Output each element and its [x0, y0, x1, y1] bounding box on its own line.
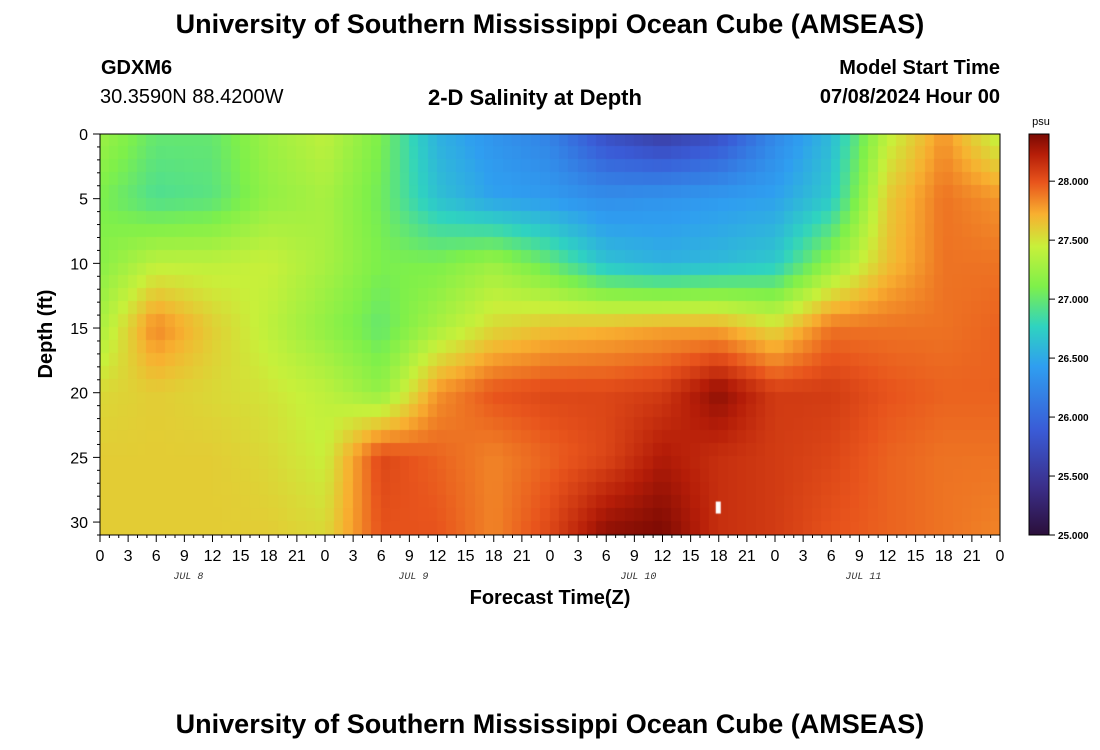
x-tick-label: 3: [574, 548, 583, 565]
colorbar-tick-label: 28.000: [1058, 177, 1089, 188]
colorbar-tick-label: 26.000: [1058, 413, 1089, 424]
plot-title: 2-D Salinity at Depth: [428, 85, 642, 110]
x-tick-label: 18: [260, 548, 278, 565]
x-tick-label: 18: [935, 548, 953, 565]
footer-title: University of Southern Mississippi Ocean…: [175, 709, 925, 739]
y-tick-label: 0: [79, 127, 88, 144]
x-day-label: JUL 10: [620, 572, 656, 583]
station-coordinates: 30.3590N 88.4200W: [100, 86, 284, 108]
x-tick-label: 18: [485, 548, 503, 565]
x-tick-label: 9: [855, 548, 864, 565]
page-title: University of Southern Mississippi Ocean…: [175, 9, 925, 39]
x-tick-label: 12: [204, 548, 222, 565]
y-tick-label: 20: [70, 386, 88, 403]
x-tick-label: 0: [96, 548, 105, 565]
x-tick-label: 21: [513, 548, 531, 565]
x-tick-label: 0: [996, 548, 1005, 565]
x-tick-label: 18: [710, 548, 728, 565]
x-axis: 0 3 6 9 12 15 18 21 0 3 6 9 12 15 18 21 0 3 6 9 12 15 18 21 0 3 6 9…: [96, 535, 1005, 583]
x-tick-label: 9: [180, 548, 189, 565]
x-tick-label: 6: [152, 548, 161, 565]
x-tick-label: 21: [738, 548, 756, 565]
x-tick-label: 15: [682, 548, 700, 565]
x-tick-label: 9: [630, 548, 639, 565]
x-axis-title: Forecast Time(Z): [470, 587, 631, 609]
x-day-label: JUL 9: [398, 572, 428, 583]
y-tick-label: 15: [70, 321, 88, 338]
model-start-label: Model Start Time: [839, 57, 1000, 79]
x-tick-label: 3: [124, 548, 133, 565]
x-tick-label: 21: [288, 548, 306, 565]
x-tick-label: 6: [602, 548, 611, 565]
y-axis: 0 5 10 15 20 25 30: [70, 127, 100, 536]
salinity-heatmap: [100, 134, 1000, 535]
y-axis-title: Depth (ft): [35, 290, 57, 379]
x-day-label: JUL 11: [845, 572, 881, 583]
x-tick-label: 15: [232, 548, 250, 565]
x-tick-label: 0: [546, 548, 555, 565]
colorbar-tick-label: 27.500: [1058, 236, 1089, 247]
x-tick-label: 12: [879, 548, 897, 565]
x-tick-label: 6: [827, 548, 836, 565]
colorbar-ticks: 25.000 25.500 26.000 26.500 27.000 27.500 28.0…: [1049, 177, 1089, 542]
colorbar-tick-label: 25.000: [1058, 531, 1089, 542]
x-tick-label: 15: [457, 548, 475, 565]
x-day-label: JUL 8: [173, 572, 203, 583]
y-tick-label: 10: [70, 256, 88, 273]
colorbar: [1028, 133, 1050, 536]
y-tick-label: 25: [70, 450, 88, 467]
x-tick-label: 6: [377, 548, 386, 565]
colorbar-unit: psu: [1032, 116, 1050, 128]
colorbar-tick-label: 26.500: [1058, 354, 1089, 365]
colorbar-tick-label: 27.000: [1058, 295, 1089, 306]
station-id: GDXM6: [101, 57, 173, 79]
y-tick-label: 30: [70, 515, 88, 532]
x-tick-label: 12: [429, 548, 447, 565]
x-tick-label: 9: [405, 548, 414, 565]
x-tick-label: 12: [654, 548, 672, 565]
x-tick-label: 3: [799, 548, 808, 565]
x-tick-label: 3: [349, 548, 358, 565]
x-tick-label: 21: [963, 548, 981, 565]
y-tick-label: 5: [79, 192, 88, 209]
x-tick-label: 0: [321, 548, 330, 565]
colorbar-tick-label: 25.500: [1058, 472, 1089, 483]
x-tick-label: 15: [907, 548, 925, 565]
x-tick-label: 0: [771, 548, 780, 565]
model-start-value: 07/08/2024 Hour 00: [819, 86, 1000, 108]
